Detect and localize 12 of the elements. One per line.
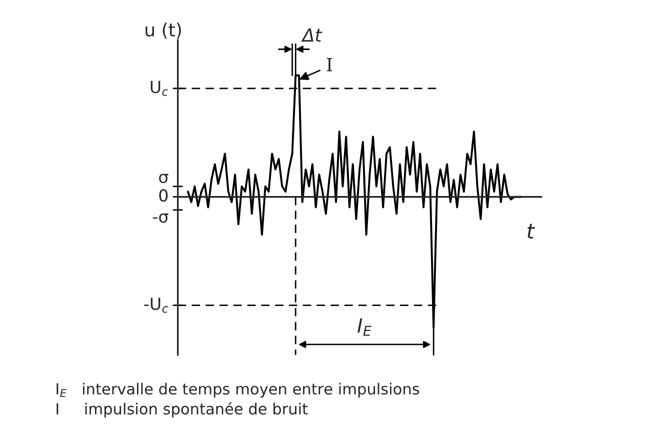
y-axis-title: u (t) [146, 22, 181, 39]
annotation: I$_{E}$ [358, 318, 372, 336]
ref-line-label: -U$_{c}$ [144, 298, 168, 313]
ref-line-label: σ [159, 174, 168, 184]
text: I$_{E}$ intervalle de temps moyen entre impulsions [56, 382, 420, 398]
ref-line-label: 0 [159, 189, 168, 202]
text: Δt [301, 28, 322, 42]
x-axis-title: t [528, 224, 536, 239]
text: I [326, 58, 332, 72]
text: I impulsion spontanée de bruit [56, 402, 308, 418]
ref-line-label: U$_{c}$ [150, 80, 168, 96]
ref-line-label: -σ [152, 213, 168, 223]
